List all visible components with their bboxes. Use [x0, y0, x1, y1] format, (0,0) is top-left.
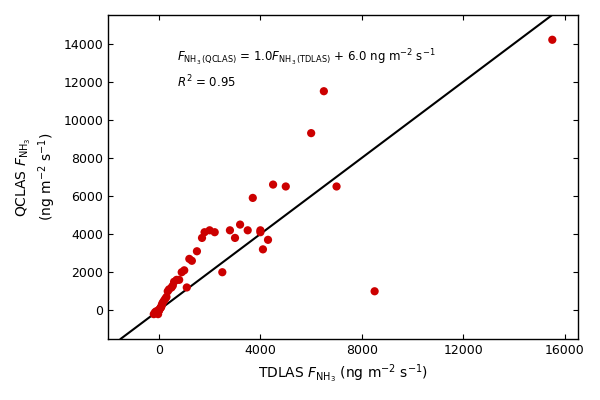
Point [200, 229, 209, 236]
Point [218, 269, 227, 276]
Point [230, 235, 240, 241]
Point [154, 308, 163, 314]
Point [187, 258, 197, 264]
Point [235, 221, 245, 228]
Point [248, 195, 257, 201]
Point [258, 246, 268, 252]
Point [179, 267, 189, 274]
Text: $F_{\mathrm{NH_3\,(QCLAS)}}$ = 1.0$F_{\mathrm{NH_3\,(TDLAS)}}$ + 6.0 ng m$^{-2}$: $F_{\mathrm{NH_3\,(QCLAS)}}$ = 1.0$F_{\m… [176, 47, 435, 68]
Point [548, 36, 557, 43]
Point [154, 307, 164, 314]
Point [155, 306, 164, 312]
Point [243, 227, 253, 234]
Point [185, 256, 194, 262]
Point [177, 269, 187, 276]
Point [370, 288, 379, 294]
Point [169, 278, 179, 285]
Point [167, 284, 176, 291]
Point [150, 309, 160, 316]
Point [153, 311, 163, 317]
Text: $R^2$ = 0.95: $R^2$ = 0.95 [176, 74, 236, 91]
Point [157, 302, 167, 308]
Point [175, 277, 184, 283]
Point [158, 300, 167, 306]
Point [149, 311, 158, 317]
Point [156, 304, 166, 311]
Point [154, 307, 164, 314]
Point [319, 88, 329, 94]
Point [263, 237, 273, 243]
Point [197, 235, 207, 241]
Point [281, 183, 290, 190]
Point [256, 227, 265, 234]
Point [332, 183, 341, 190]
Point [152, 309, 161, 315]
Point [157, 303, 166, 310]
X-axis label: TDLAS $F_\mathrm{NH_3}$ (ng m$^{-2}$ s$^{-1}$): TDLAS $F_\mathrm{NH_3}$ (ng m$^{-2}$ s$^… [258, 362, 428, 385]
Point [172, 277, 181, 283]
Point [159, 298, 169, 304]
Y-axis label: QCLAS $F_\mathrm{NH_3}$
(ng m$^{-2}$ s$^{-1}$): QCLAS $F_\mathrm{NH_3}$ (ng m$^{-2}$ s$^… [15, 133, 58, 221]
Point [205, 227, 214, 234]
Point [153, 308, 163, 314]
Point [152, 308, 161, 314]
Point [268, 181, 278, 188]
Point [168, 282, 178, 289]
Point [163, 288, 173, 294]
Point [155, 305, 165, 312]
Point [164, 286, 174, 292]
Point [210, 229, 220, 236]
Point [256, 229, 265, 236]
Point [161, 294, 171, 300]
Point [225, 227, 235, 234]
Point [307, 130, 316, 136]
Point [160, 296, 170, 302]
Point [182, 284, 191, 291]
Point [192, 248, 202, 254]
